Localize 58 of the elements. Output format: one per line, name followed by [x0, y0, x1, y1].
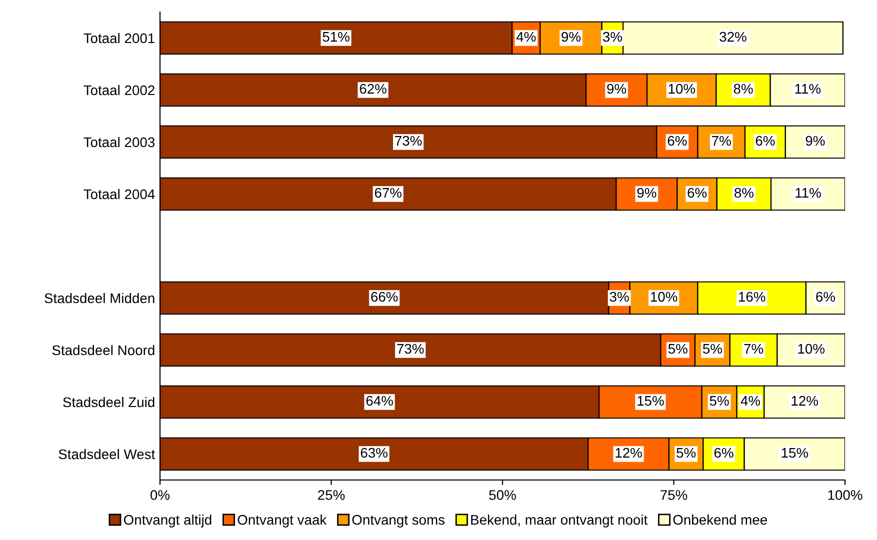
data-label: 6%	[756, 136, 775, 146]
data-label: 9%	[637, 188, 656, 198]
data-label: 32%	[720, 32, 746, 42]
x-tick-label: 50%	[489, 490, 516, 500]
legend-label: Onbekend mee	[673, 514, 767, 525]
data-label: 4%	[740, 396, 760, 406]
y-tick-label: Totaal 2004	[84, 188, 155, 200]
data-label: 16%	[739, 292, 766, 302]
data-label: 9%	[562, 32, 581, 42]
data-label: 5%	[668, 344, 688, 354]
data-label: 10%	[798, 344, 824, 354]
data-label: 11%	[796, 188, 821, 198]
data-label: 5%	[710, 396, 729, 406]
y-tick-label: Totaal 2003	[84, 136, 155, 148]
y-tick-label: Stadsdeel West	[58, 448, 156, 460]
data-label: 3%	[610, 292, 629, 302]
data-label: 8%	[734, 188, 754, 198]
legend-label: Ontvangt soms	[352, 514, 445, 528]
data-label: 67%	[374, 188, 402, 198]
data-label: 64%	[366, 396, 393, 406]
data-label: 7%	[712, 136, 731, 146]
x-tick-label: 75%	[660, 490, 688, 500]
data-label: 6%	[668, 136, 687, 146]
data-label: 5%	[676, 448, 696, 458]
x-tick-label: 25%	[318, 490, 345, 500]
y-tick-label: Stadsdeel Noord	[52, 344, 154, 356]
data-label: 8%	[734, 84, 753, 94]
data-label: 15%	[638, 396, 664, 406]
data-label: 12%	[792, 396, 818, 406]
legend-label: Ontvangt altijd	[124, 514, 212, 528]
data-label: 6%	[816, 292, 836, 302]
data-label: 9%	[806, 136, 825, 146]
data-label: 73%	[397, 344, 424, 354]
data-label: 12%	[616, 448, 642, 458]
data-label: 10%	[668, 84, 696, 94]
data-label: 62%	[360, 84, 386, 94]
data-label: 4%	[516, 32, 536, 42]
data-label: 51%	[322, 32, 350, 42]
y-tick-label: Totaal 2001	[84, 32, 154, 44]
x-tick-label: 0%	[150, 490, 170, 500]
data-label: 15%	[782, 448, 808, 458]
legend-label: Bekend, maar ontvangt nooit	[471, 514, 648, 528]
y-tick-label: Stadsdeel Zuid	[63, 396, 154, 408]
data-label: 10%	[650, 292, 678, 302]
data-label: 6%	[714, 448, 734, 458]
data-label: 7%	[744, 344, 764, 354]
legend-label: Ontvangt vaak	[238, 514, 327, 528]
data-label: 9%	[607, 84, 626, 94]
data-label: 5%	[702, 344, 722, 354]
x-tick-label: 100%	[828, 490, 862, 500]
y-tick-label: Stadsdeel Midden	[44, 292, 154, 304]
data-label: 63%	[360, 448, 388, 458]
data-label: 3%	[602, 32, 622, 42]
data-label: 11%	[795, 84, 821, 94]
data-label: 6%	[688, 188, 707, 198]
data-label: 73%	[395, 136, 422, 146]
y-tick-label: Totaal 2002	[84, 84, 154, 96]
data-label: 66%	[371, 292, 398, 302]
